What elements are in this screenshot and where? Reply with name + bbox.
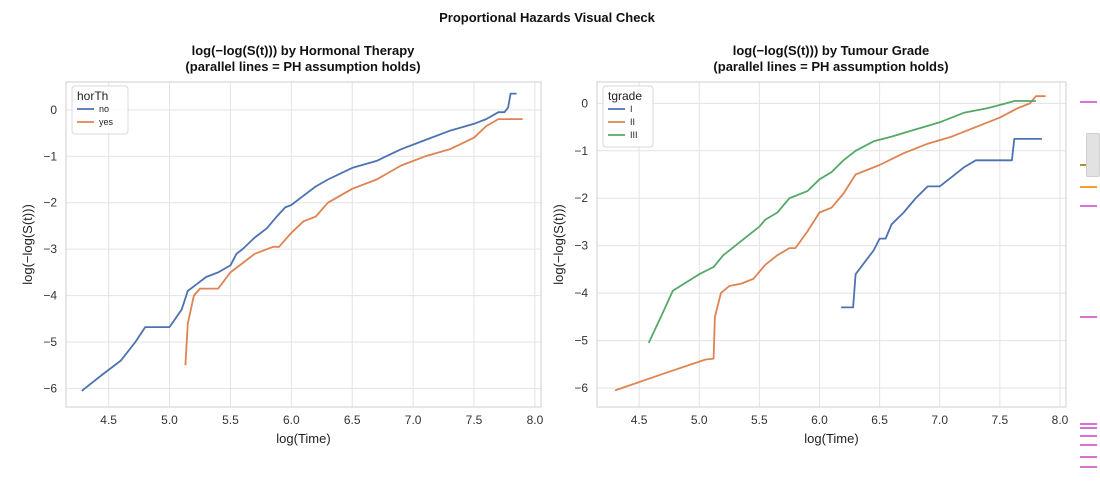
x-tick-label: 5.5 (222, 413, 239, 427)
scrollbar-marker (1080, 466, 1097, 469)
y-axis-label: log(−log(S(t))) (551, 204, 566, 285)
x-tick-label: 6.0 (811, 413, 828, 427)
legend-entry: III (630, 130, 638, 140)
series-line-grade-i (841, 137, 1042, 309)
editor-scroll-gutter[interactable] (1070, 0, 1100, 483)
y-tick-label: 0 (581, 96, 588, 110)
scrollbar-marker (1080, 434, 1097, 437)
y-axis-label: log(−log(S(t))) (20, 204, 35, 285)
legend-entry: II (630, 117, 635, 127)
x-tick-label: 6.5 (344, 413, 361, 427)
x-axis-label: log(Time) (276, 431, 330, 446)
y-tick-label: −5 (574, 334, 588, 348)
x-tick-label: 5.5 (751, 413, 768, 427)
scrollbar-thumb[interactable] (1086, 133, 1100, 177)
series-line-hormonal-yes (184, 118, 523, 366)
scrollbar-marker (1080, 101, 1097, 104)
scrollbar-marker (1080, 185, 1097, 188)
panel-title: log(−log(S(t))) by Tumour Grade (733, 43, 930, 58)
series-line-hormonal-no (81, 92, 517, 392)
plot-border (596, 81, 1067, 408)
plot-area (65, 81, 542, 408)
x-tick-label: 7.0 (405, 413, 422, 427)
y-tick-label: −4 (574, 286, 588, 300)
y-tick-label: −2 (43, 196, 57, 210)
scrollbar-marker (1080, 422, 1097, 425)
y-tick-label: −4 (43, 289, 57, 303)
figure-suptitle: Proportional Hazards Visual Check (439, 10, 656, 25)
panel-title: log(−log(S(t))) by Hormonal Therapy (192, 43, 416, 58)
scrollbar-marker (1080, 444, 1097, 447)
y-tick-label: −6 (574, 381, 588, 395)
x-tick-label: 8.0 (1052, 413, 1069, 427)
plot-border (65, 81, 542, 408)
x-tick-label: 8.0 (527, 413, 544, 427)
legend-title: horTh (77, 89, 108, 103)
y-tick-label: 0 (50, 103, 57, 117)
panel-subtitle: (parallel lines = PH assumption holds) (713, 59, 948, 74)
x-tick-label: 4.5 (100, 413, 117, 427)
x-tick-label: 7.5 (466, 413, 483, 427)
y-tick-label: −3 (43, 242, 57, 256)
panel-subtitle: (parallel lines = PH assumption holds) (185, 59, 420, 74)
x-tick-label: 7.5 (992, 413, 1009, 427)
series-line-grade-ii (614, 95, 1046, 392)
scrollbar-marker (1080, 316, 1097, 319)
scrollbar-marker (1080, 456, 1097, 459)
legend-title: tgrade (608, 89, 642, 103)
y-tick-label: −5 (43, 335, 57, 349)
series-line-grade-iii (647, 100, 1036, 344)
y-tick-label: −1 (43, 149, 57, 163)
legend-entry: no (99, 104, 109, 114)
x-tick-label: 5.0 (161, 413, 178, 427)
y-tick-label: −3 (574, 239, 588, 253)
x-tick-label: 5.0 (691, 413, 708, 427)
x-tick-label: 4.5 (631, 413, 648, 427)
legend-entry: I (630, 104, 633, 114)
scrollbar-marker (1080, 205, 1097, 208)
plot-area (596, 81, 1067, 408)
panel-tumour-grade: log(−log(S(t))) by Tumour Grade(parallel… (551, 43, 1069, 446)
legend-box (602, 85, 654, 148)
panel-hormonal-therapy: log(−log(S(t))) by Hormonal Therapy(para… (20, 43, 544, 446)
x-tick-label: 6.0 (283, 413, 300, 427)
x-tick-label: 6.5 (871, 413, 888, 427)
y-tick-label: −1 (574, 144, 588, 158)
y-tick-label: −6 (43, 381, 57, 395)
x-axis-label: log(Time) (804, 431, 858, 446)
x-tick-label: 7.0 (931, 413, 948, 427)
scrollbar-marker (1080, 427, 1097, 430)
y-tick-label: −2 (574, 191, 588, 205)
legend-entry: yes (99, 117, 114, 127)
